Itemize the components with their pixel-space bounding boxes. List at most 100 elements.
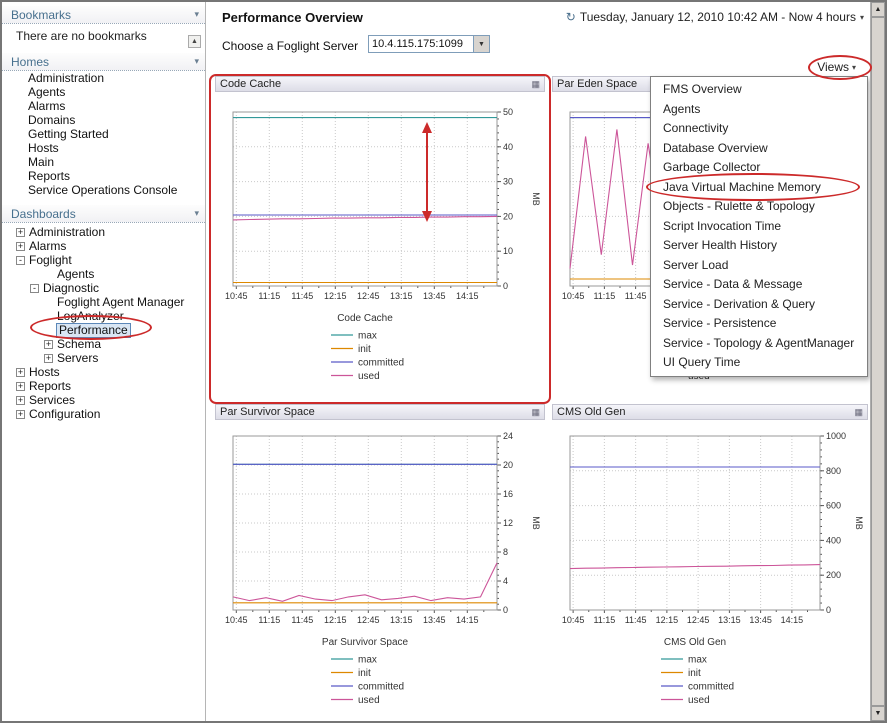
collapse-toggle-icon[interactable]: - (30, 283, 39, 293)
tree-item-label[interactable]: Configuration (29, 406, 101, 421)
homes-item-main[interactable]: Main (28, 155, 55, 169)
svg-text:10: 10 (503, 246, 513, 256)
svg-text:12:45: 12:45 (357, 291, 380, 301)
tree-item-label[interactable]: Services (29, 392, 76, 407)
svg-text:11:45: 11:45 (625, 615, 647, 625)
svg-text:1000: 1000 (826, 431, 846, 441)
views-menu-item-ui-query-time[interactable]: UI Query Time (663, 355, 741, 369)
views-menu-item-service-topology-agentmanager[interactable]: Service - Topology & AgentManager (663, 335, 855, 350)
chart-options-icon[interactable]: ▦ (531, 406, 540, 417)
tree-item-label[interactable]: Agents (57, 266, 95, 281)
dashboards-item-reports[interactable]: + Reports (2, 379, 205, 393)
views-menu-item-server-health-history[interactable]: Server Health History (663, 238, 778, 252)
svg-text:13:15: 13:15 (390, 615, 413, 625)
server-select[interactable]: 10.4.115.175:1099 ▼ (368, 35, 490, 53)
chart-title: Par Eden Space (557, 78, 638, 90)
chart-options-icon[interactable]: ▦ (531, 78, 540, 89)
homes-item-domains[interactable]: Domains (28, 113, 76, 127)
tree-item-label[interactable]: Hosts (29, 364, 60, 379)
scroll-up-button[interactable]: ▲ (871, 2, 885, 17)
views-menu-item-fms-overview[interactable]: FMS Overview (663, 82, 742, 96)
dashboards-item-administration[interactable]: + Administration (2, 225, 205, 239)
dashboards-item-configuration[interactable]: + Configuration (2, 407, 205, 421)
dashboards-item-servers[interactable]: + Servers (2, 351, 205, 365)
views-menu-item-database-overview[interactable]: Database Overview (663, 140, 768, 155)
dashboards-item-alarms[interactable]: + Alarms (2, 239, 205, 253)
page-title: Performance Overview (222, 10, 363, 25)
dashboards-item-loganalyzer[interactable]: LogAnalyzer (2, 309, 205, 323)
tree-item-label[interactable]: Performance (56, 322, 131, 338)
sidebar-scroll-up-button[interactable]: ▲ (188, 35, 201, 48)
scroll-thumb[interactable] (871, 17, 885, 706)
expand-toggle-icon[interactable]: + (16, 240, 25, 251)
dashboards-item-performance[interactable]: Performance (2, 322, 205, 338)
vertical-scrollbar[interactable]: ▲ ▼ (870, 2, 885, 721)
sidebar-section-bookmarks[interactable]: Bookmarks ▾ (2, 6, 205, 24)
time-range-text: Tuesday, January 12, 2010 10:42 AM - Now… (579, 10, 856, 24)
svg-text:0: 0 (503, 281, 508, 291)
collapse-toggle-icon[interactable]: - (16, 255, 25, 265)
dashboards-item-diagnostic[interactable]: - Diagnostic (2, 281, 205, 295)
svg-text:13:45: 13:45 (423, 291, 446, 301)
expand-toggle-icon[interactable]: + (44, 338, 53, 349)
chart-canvas-par-survivor-space[interactable]: 0 4 8 12 16 20 24 10:45 11:15 11:45 12:15 12:45 13:1… (215, 420, 545, 716)
sidebar-section-dashboards[interactable]: Dashboards ▾ (2, 205, 205, 223)
dashboards-item-agents[interactable]: Agents (2, 267, 205, 281)
svg-text:200: 200 (826, 570, 841, 580)
tree-item-label[interactable]: Schema (57, 336, 102, 351)
views-menu-item-server-load[interactable]: Server Load (663, 257, 729, 272)
tree-item-label[interactable]: LogAnalyzer (57, 308, 124, 323)
dropdown-arrow-icon[interactable]: ▼ (473, 36, 489, 52)
svg-text:12:15: 12:15 (324, 291, 347, 301)
chart-canvas-cms-old-gen[interactable]: 0 200 400 600 800 1000 10:45 11:15 11:45 12:15 12:… (552, 420, 868, 716)
views-menu-item-service-data-message[interactable]: Service - Data & Message (663, 277, 803, 291)
views-menu-item-service-derivation-query[interactable]: Service - Derivation & Query (663, 296, 816, 311)
views-menu-item-garbage-collector[interactable]: Garbage Collector (663, 160, 761, 174)
main-content: Performance Overview ↻ Tuesday, January … (206, 2, 870, 721)
chevron-down-icon: ▾ (194, 9, 199, 19)
tree-item-label[interactable]: Alarms (29, 238, 67, 253)
tree-item-label[interactable]: Reports (29, 378, 72, 393)
homes-item-alarms[interactable]: Alarms (28, 99, 66, 113)
dashboards-item-foglight-agent-manager[interactable]: Foglight Agent Manager (2, 295, 205, 309)
svg-text:800: 800 (826, 466, 841, 476)
homes-item-getting-started[interactable]: Getting Started (28, 127, 109, 141)
dashboards-item-hosts[interactable]: + Hosts (2, 365, 205, 379)
tree-item-label[interactable]: Servers (57, 350, 99, 365)
tree-item-label[interactable]: Foglight Agent Manager (57, 294, 185, 309)
homes-item-agents[interactable]: Agents (28, 85, 66, 99)
tree-item-label[interactable]: Foglight (29, 252, 72, 267)
sidebar-section-homes[interactable]: Homes ▾ (2, 53, 205, 71)
views-menu-item-agents[interactable]: Agents (663, 101, 701, 116)
bookmarks-section-title: Bookmarks (11, 7, 72, 22)
svg-text:24: 24 (503, 431, 513, 441)
views-button[interactable]: Views ▾ (817, 60, 856, 74)
expand-toggle-icon[interactable]: + (16, 380, 25, 391)
expand-toggle-icon[interactable]: + (16, 226, 25, 237)
homes-item-hosts[interactable]: Hosts (28, 141, 59, 155)
homes-section-title: Homes (11, 54, 50, 69)
time-range-control[interactable]: ↻ Tuesday, January 12, 2010 10:42 AM - N… (566, 10, 864, 24)
homes-item-administration[interactable]: Administration (28, 71, 105, 85)
chart-canvas-code-cache[interactable]: 0 10 20 30 40 50 10:45 11:15 11:45 12:15 12:45 13:1… (215, 92, 545, 396)
views-menu-item-java-virtual-machine-memory[interactable]: Java Virtual Machine Memory (663, 179, 821, 194)
tree-item-label[interactable]: Administration (29, 224, 106, 239)
scroll-down-button[interactable]: ▼ (871, 706, 885, 721)
expand-toggle-icon[interactable]: + (16, 366, 25, 377)
homes-item-reports[interactable]: Reports (28, 169, 71, 183)
views-menu-item-script-invocation-time[interactable]: Script Invocation Time (663, 218, 782, 233)
dashboards-item-services[interactable]: + Services (2, 393, 205, 407)
views-menu-item-objects-rulette-topology[interactable]: Objects - Rulette & Topology (663, 199, 815, 213)
svg-text:11:45: 11:45 (291, 615, 313, 625)
homes-item-service-operations-console[interactable]: Service Operations Console (28, 183, 178, 197)
views-menu-item-service-persistence[interactable]: Service - Persistence (663, 316, 777, 330)
expand-toggle-icon[interactable]: + (44, 352, 53, 363)
chart-options-icon[interactable]: ▦ (854, 406, 863, 417)
tree-item-label[interactable]: Diagnostic (43, 280, 100, 295)
svg-text:init: init (358, 668, 371, 679)
views-menu-item-connectivity[interactable]: Connectivity (663, 121, 729, 135)
dashboards-item-schema[interactable]: + Schema (2, 337, 205, 351)
expand-toggle-icon[interactable]: + (16, 394, 25, 405)
dashboards-item-foglight[interactable]: - Foglight (2, 253, 205, 267)
expand-toggle-icon[interactable]: + (16, 408, 25, 419)
